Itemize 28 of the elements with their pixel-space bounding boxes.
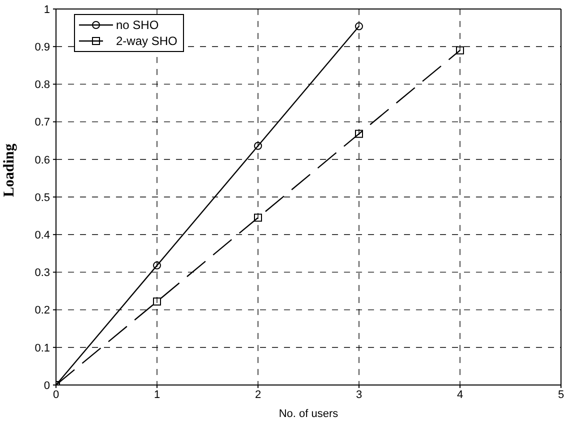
point — [355, 22, 363, 30]
point — [254, 142, 262, 150]
x-tick-label: 4 — [456, 388, 464, 401]
x-tick-label: 5 — [558, 388, 564, 401]
y-tick-label: 0.5 — [34, 192, 50, 204]
y-tick-label: 0.4 — [34, 230, 50, 242]
y-tick-label: 0.7 — [34, 116, 50, 129]
x-axis-title: No. of users — [278, 408, 339, 420]
legend-label: no SHO — [116, 17, 159, 33]
point — [355, 130, 363, 138]
y-tick-label: 0.6 — [34, 154, 50, 166]
x-tick-label: 2 — [254, 388, 262, 401]
point — [456, 46, 464, 54]
point — [254, 214, 262, 222]
y-tick-label: 0.3 — [34, 267, 50, 280]
legend-label: 2-way SHO — [116, 33, 178, 49]
y-tick-label: 1 — [44, 4, 50, 16]
y-tick-label: 0.2 — [34, 304, 50, 317]
point — [153, 261, 161, 270]
point — [153, 298, 161, 306]
y-tick-label: 0.1 — [34, 342, 50, 354]
y-tick-label: 0 — [44, 380, 50, 392]
x-tick-label: 3 — [356, 388, 362, 401]
x-tick-label: 1 — [154, 388, 160, 401]
y-axis-title: Loading — [1, 143, 18, 197]
y-tick-label: 0.8 — [34, 79, 50, 92]
x-tick-label: 0 — [52, 388, 60, 401]
y-tick-label: 0.9 — [34, 42, 50, 54]
